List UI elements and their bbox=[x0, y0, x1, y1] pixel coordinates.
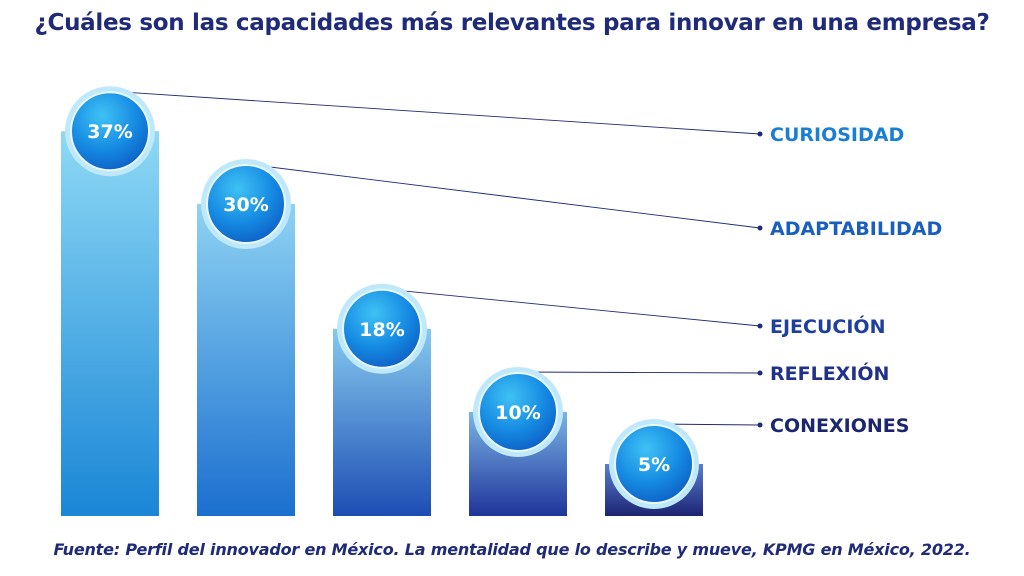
value-label-2: 18% bbox=[359, 319, 404, 341]
value-label-4: 5% bbox=[638, 454, 670, 476]
leader-dot-4 bbox=[757, 422, 763, 428]
leader-line-3 bbox=[517, 371, 761, 374]
leader-dot-0 bbox=[757, 131, 763, 137]
value-label-0: 37% bbox=[87, 121, 132, 143]
leader-line-2 bbox=[381, 288, 761, 327]
category-label-conexiones: CONEXIONES bbox=[770, 415, 909, 437]
leader-dot-3 bbox=[757, 370, 763, 376]
chart-title: ¿Cuáles son las capacidades más relevant… bbox=[34, 10, 990, 36]
category-label-adaptabilidad: ADAPTABILIDAD bbox=[770, 218, 942, 240]
leader-dot-1 bbox=[757, 225, 763, 231]
value-circle-1 bbox=[206, 164, 286, 244]
value-label-3: 10% bbox=[495, 402, 540, 424]
category-label-curiosidad: CURIOSIDAD bbox=[770, 124, 904, 146]
value-circle-2 bbox=[342, 288, 422, 369]
chart-source: Fuente: Perfil del innovador en México. … bbox=[53, 540, 971, 559]
value-circle-3 bbox=[478, 372, 558, 452]
category-label-reflexión: REFLEXIÓN bbox=[770, 361, 889, 385]
bar-0 bbox=[61, 131, 159, 516]
value-circle-0 bbox=[70, 91, 150, 172]
category-label-ejecución: EJECUCIÓN bbox=[770, 314, 885, 338]
value-label-1: 30% bbox=[223, 194, 268, 216]
leader-line-0 bbox=[109, 90, 761, 135]
value-circle-4 bbox=[614, 424, 694, 504]
leader-dot-2 bbox=[757, 323, 763, 329]
bar-1 bbox=[197, 204, 295, 516]
leader-line-1 bbox=[245, 163, 761, 229]
